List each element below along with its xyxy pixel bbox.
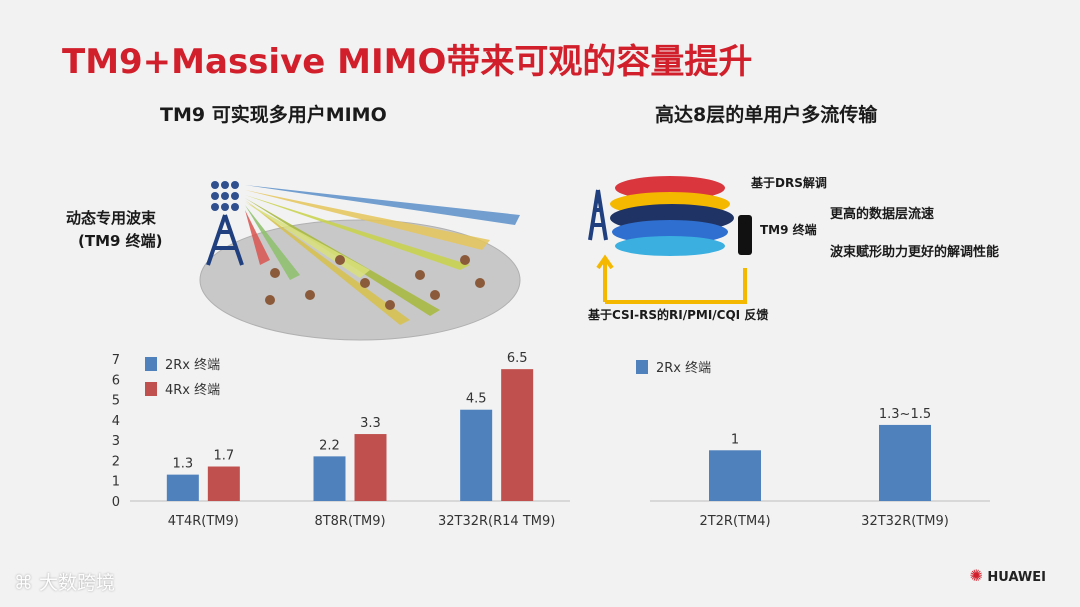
tm9-terminal-label: TM9 终端 [760, 223, 817, 237]
legend-swatch [145, 382, 157, 396]
phone-icon [738, 215, 752, 255]
feedback-label: 基于CSI-RS的RI/PMI/CQI 反馈 [588, 308, 769, 322]
brand-text: HUAWEI [987, 570, 1046, 585]
data-label: 1.3 [172, 457, 193, 472]
left-bar-chart: 0 1 2 3 4 5 6 7 1.3 1.7 4T4R(TM9) 2.2 3.3 8T8R(TM9) 4.… [112, 351, 570, 529]
drs-label: 基于DRS解调 [751, 176, 827, 190]
huawei-flower-icon: ✺ [969, 566, 983, 585]
x-tick-label: 8T8R(TM9) [314, 514, 385, 529]
legend-swatch [636, 360, 648, 374]
bar [879, 424, 931, 501]
y-tick-label: 2 [112, 454, 120, 469]
x-tick-label: 32T32R(R14 TM9) [438, 514, 555, 529]
legend-label: 2Rx 终端 [656, 360, 711, 376]
user-icons [265, 255, 485, 310]
tower-icon [588, 189, 608, 241]
watermark-logo-icon: ⌘ [14, 572, 33, 594]
tower-icon [206, 214, 244, 266]
slide-title: TM9+Massive MIMO带来可观的容量提升 [62, 42, 753, 82]
data-label: 1 [731, 432, 739, 447]
data-label: 4.5 [466, 392, 487, 407]
watermark-text: 大数跨境 [39, 572, 116, 594]
feature-1: 更高的数据层流速 [830, 207, 935, 222]
su-mimo-illustration [588, 176, 752, 304]
x-tick-label: 32T32R(TM9) [861, 514, 949, 529]
x-tick-label: 2T2R(TM4) [699, 514, 770, 529]
data-label: 1.3~1.5 [879, 407, 931, 422]
bar [460, 409, 493, 501]
data-label: 2.2 [319, 438, 340, 453]
legend-label: 2Rx 终端 [165, 357, 220, 373]
feedback-arrow [596, 254, 747, 304]
antenna-array [211, 181, 239, 211]
legend-label: 4Rx 终端 [165, 382, 220, 398]
legend-swatch [145, 357, 157, 371]
beam-label-line2: (TM9 终端) [78, 232, 163, 250]
data-label: 6.5 [507, 351, 528, 366]
brand-logo: ✺ HUAWEI [969, 566, 1046, 585]
y-tick-label: 4 [112, 414, 120, 429]
data-label: 1.7 [213, 449, 234, 464]
bar [313, 456, 346, 501]
y-tick-label: 1 [112, 475, 120, 490]
bar [501, 369, 534, 501]
y-tick-label: 7 [112, 353, 120, 368]
feature-2: 波束赋形助力更好的解调性能 [830, 245, 1000, 260]
bar [166, 474, 199, 501]
watermark: ⌘ 大数跨境 [14, 568, 115, 595]
right-heading: 高达8层的单用户多流传输 [655, 104, 878, 126]
left-heading: TM9 可实现多用户MIMO [160, 104, 387, 126]
right-bar-chart: 1 2T2R(TM4) 1.3~1.5 32T32R(TM9) 2Rx 终端 [636, 360, 990, 529]
y-tick-label: 3 [112, 434, 120, 449]
x-tick-label: 4T4R(TM9) [168, 514, 239, 529]
y-tick-label: 6 [112, 373, 120, 388]
bar [354, 434, 387, 501]
bar [207, 466, 240, 501]
bar [709, 450, 761, 501]
y-tick-label: 5 [112, 394, 120, 409]
beam-label-line1: 动态专用波束 [66, 209, 157, 227]
mu-mimo-illustration [199, 181, 521, 341]
layer-cyan [615, 236, 725, 256]
y-tick-label: 0 [112, 495, 120, 510]
data-label: 3.3 [360, 416, 381, 431]
